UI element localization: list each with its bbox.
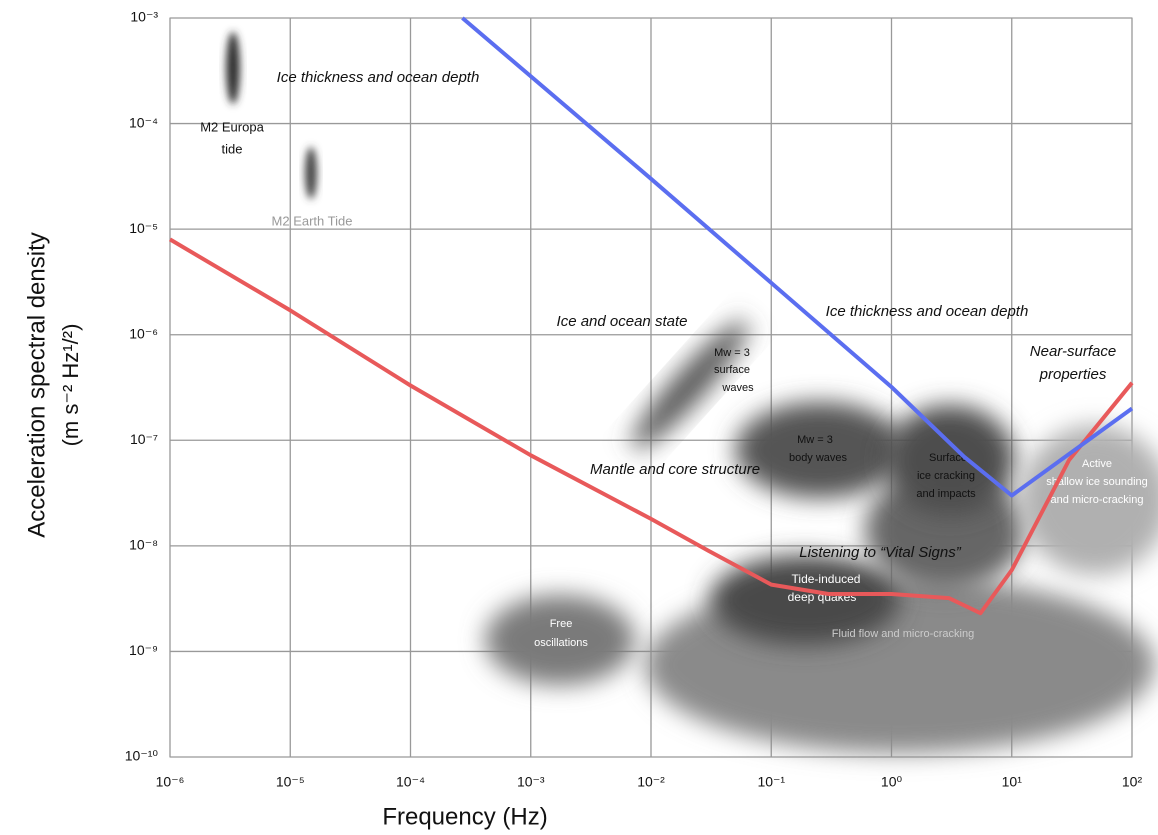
annotation: Listening to “Vital Signs”: [799, 544, 961, 561]
annotation: waves: [721, 382, 754, 394]
annotation: M2 Earth Tide: [272, 213, 353, 228]
y-tick-label: 10⁻⁵: [129, 220, 158, 236]
annotation: Ice and ocean state: [557, 313, 688, 330]
x-tick-label: 10²: [1122, 774, 1143, 790]
region: [735, 402, 905, 498]
x-tick-label: 10⁻¹: [757, 774, 785, 790]
annotation: Free: [550, 618, 573, 630]
annotation: Fluid flow and micro-cracking: [832, 628, 974, 640]
series-line: [461, 16, 1134, 498]
annotation: body waves: [789, 452, 848, 464]
annotation: Ice thickness and ocean depth: [277, 69, 480, 86]
annotation: Near-surface: [1030, 343, 1116, 360]
x-tick-label: 10⁻⁵: [276, 774, 305, 790]
annotation: Surface: [929, 452, 967, 464]
region: [305, 147, 317, 199]
y-tick-label: 10⁻³: [130, 9, 158, 25]
annotation: Ice thickness and ocean depth: [826, 303, 1029, 320]
x-tick-label: 10⁻⁶: [156, 774, 185, 790]
y-tick-label: 10⁻⁶: [129, 325, 158, 341]
x-tick-label: 10⁻³: [517, 774, 545, 790]
annotation: Active: [1082, 458, 1112, 470]
x-axis-label: Frequency (Hz): [382, 803, 547, 830]
annotation: shallow ice sounding: [1046, 476, 1148, 488]
y-tick-label: 10⁻¹⁰: [125, 748, 159, 764]
annotation: Mw = 3: [714, 347, 750, 359]
region: [485, 595, 635, 685]
regions: [226, 32, 1158, 753]
y-tick-label: 10⁻⁴: [129, 114, 158, 130]
annotation: properties: [1039, 366, 1107, 383]
annotation: ice cracking: [917, 470, 975, 482]
y-tick-label: 10⁻⁹: [129, 642, 158, 658]
annotation: Tide-induced: [792, 572, 861, 586]
annotation: M2 Europa: [200, 119, 264, 134]
annotation: surface: [714, 364, 750, 376]
y-tick-label: 10⁻⁷: [130, 431, 158, 447]
annotation: Mw = 3: [797, 434, 833, 446]
annotation: Mantle and core structure: [590, 461, 760, 478]
x-tick-label: 10⁻²: [637, 774, 665, 790]
x-tick-label: 10¹: [1002, 774, 1023, 790]
region: [885, 405, 1015, 515]
x-tick-label: 10⁰: [881, 774, 903, 790]
y-axis-label: Acceleration spectral density: [23, 232, 50, 537]
y-tick-label: 10⁻⁸: [129, 537, 158, 553]
series-line: [168, 237, 1134, 616]
annotation: and micro-cracking: [1051, 494, 1144, 506]
annotation: tide: [222, 141, 243, 156]
region: [226, 32, 240, 104]
region: [631, 320, 749, 450]
x-tick-label: 10⁻⁴: [396, 774, 425, 790]
annotation: and impacts: [916, 488, 976, 500]
annotation: oscillations: [534, 637, 588, 649]
y-axis-label: (m s⁻² Hz¹/²): [58, 324, 83, 447]
annotations: Ice thickness and ocean depth M2 Europa …: [200, 69, 1148, 649]
